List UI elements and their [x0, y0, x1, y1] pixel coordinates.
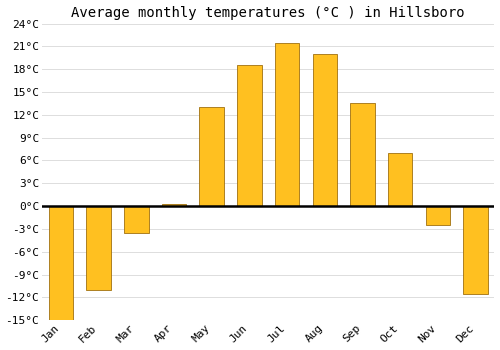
- Bar: [350, 103, 375, 206]
- Bar: [200, 107, 224, 206]
- Bar: [426, 206, 450, 225]
- Bar: [124, 206, 148, 233]
- Bar: [388, 153, 412, 206]
- Bar: [464, 206, 488, 294]
- Bar: [275, 42, 299, 206]
- Bar: [237, 65, 262, 206]
- Bar: [312, 54, 337, 206]
- Bar: [48, 206, 73, 320]
- Bar: [162, 204, 186, 206]
- Title: Average monthly temperatures (°C ) in Hillsboro: Average monthly temperatures (°C ) in Hi…: [72, 6, 465, 20]
- Bar: [86, 206, 111, 290]
